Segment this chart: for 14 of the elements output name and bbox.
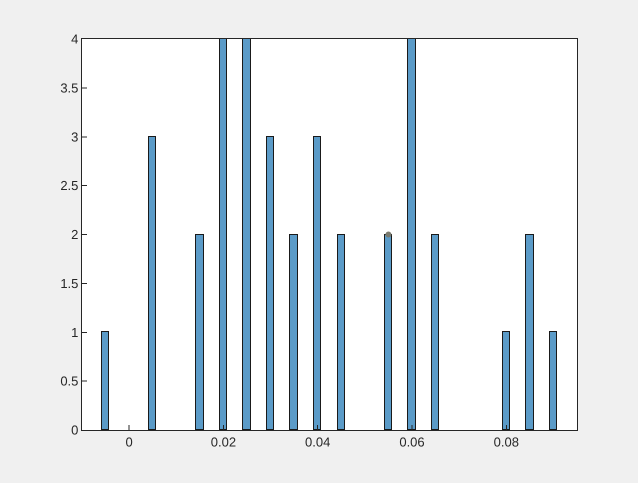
y-tick-label: 3.5 <box>60 80 78 96</box>
y-tick-label: 0.5 <box>60 374 78 389</box>
y-tick-label: 3 <box>71 129 78 144</box>
x-tick-label: 0.04 <box>305 434 330 450</box>
x-tick-label: 0 <box>126 434 133 450</box>
x-tick-label: 0.02 <box>210 434 236 450</box>
y-tick-label: 1.5 <box>60 276 78 291</box>
y-tick-label: 2.5 <box>60 178 78 194</box>
y-tick-label: 2 <box>71 227 78 242</box>
y-tick-label: 1 <box>71 324 78 340</box>
y-tick-label: 4 <box>71 32 78 47</box>
y-tick-label: 0 <box>71 422 78 438</box>
x-tick-label: 0.08 <box>494 434 519 450</box>
x-tick-label: 0.06 <box>399 434 425 450</box>
